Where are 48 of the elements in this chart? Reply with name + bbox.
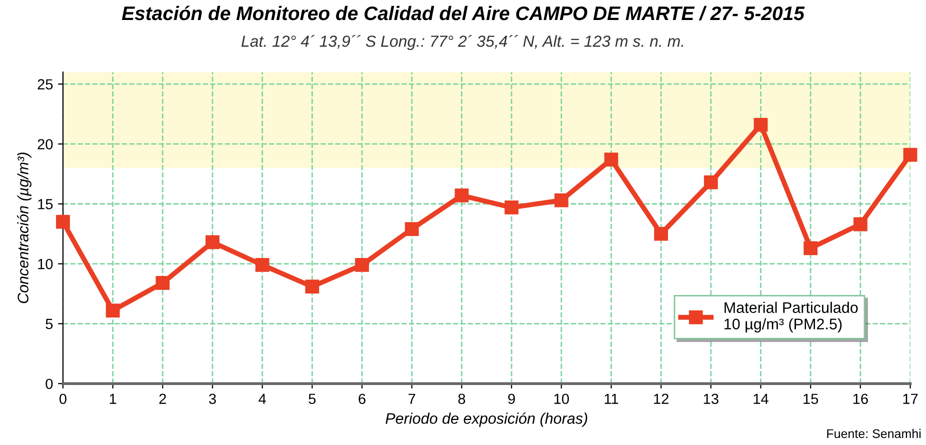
x-tick-label: 10 — [554, 394, 569, 404]
x-tick-label: 13 — [704, 394, 718, 404]
x-tick-label: 3 — [208, 394, 216, 404]
point — [454, 188, 469, 202]
point — [404, 222, 419, 236]
x-tick-label: 17 — [903, 394, 918, 404]
point — [255, 258, 270, 272]
point — [156, 276, 170, 290]
point — [56, 214, 70, 229]
point — [604, 152, 618, 166]
x-tick-label: 1 — [110, 394, 116, 404]
y-tick-label: 25 — [38, 79, 53, 90]
point — [853, 217, 868, 232]
x-tick-label: 8 — [458, 394, 466, 404]
source-note: Fuente: Senamhi — [827, 428, 921, 438]
x-tick-label: 5 — [308, 394, 316, 404]
x-tick-label: 2 — [159, 394, 166, 404]
x-tick-label: 7 — [408, 394, 416, 404]
point — [654, 226, 668, 241]
point — [554, 193, 568, 208]
x-tick-label: 4 — [258, 394, 266, 404]
x-tick-label: 14 — [754, 394, 768, 404]
chart-title: Estación de Monitoreo de Calidad del Aire CAMPO DE MARTE / 27- 5-2015 — [122, 6, 805, 20]
x-tick-label: 16 — [853, 394, 868, 404]
point — [504, 200, 518, 214]
x-tick-label: 12 — [654, 394, 668, 404]
x-tick-label: 0 — [59, 394, 66, 404]
point — [206, 235, 220, 250]
point — [804, 241, 818, 256]
y-tick-label: 20 — [38, 139, 53, 150]
chart-subtitle: Lat. 12° 4´ 13,9´´ S Long.: 77° 2´ 35,4´´ N, Alt. = 123 m s. n. m. — [241, 34, 684, 50]
y-tick-label: 10 — [38, 258, 53, 270]
point — [903, 148, 918, 162]
x-tick-label: 9 — [508, 394, 515, 404]
x-tick-label: 15 — [804, 394, 818, 404]
y-axis-title: Concentración (µg/m³) — [17, 152, 32, 304]
x-axis-title: Periodo de exposición (horas) — [386, 412, 588, 427]
point — [355, 258, 369, 272]
y-tick-label: 5 — [46, 318, 53, 330]
point — [754, 118, 768, 132]
y-tick-label: 0 — [46, 378, 53, 390]
point — [305, 280, 320, 294]
point — [704, 175, 718, 190]
legend-label: Material Particulado 10 µg/m³ (PM2.5) — [724, 302, 858, 332]
y-tick-label: 15 — [38, 199, 53, 210]
x-tick-label: 11 — [604, 394, 618, 404]
x-tick-label: 6 — [358, 394, 366, 404]
point — [106, 304, 120, 318]
